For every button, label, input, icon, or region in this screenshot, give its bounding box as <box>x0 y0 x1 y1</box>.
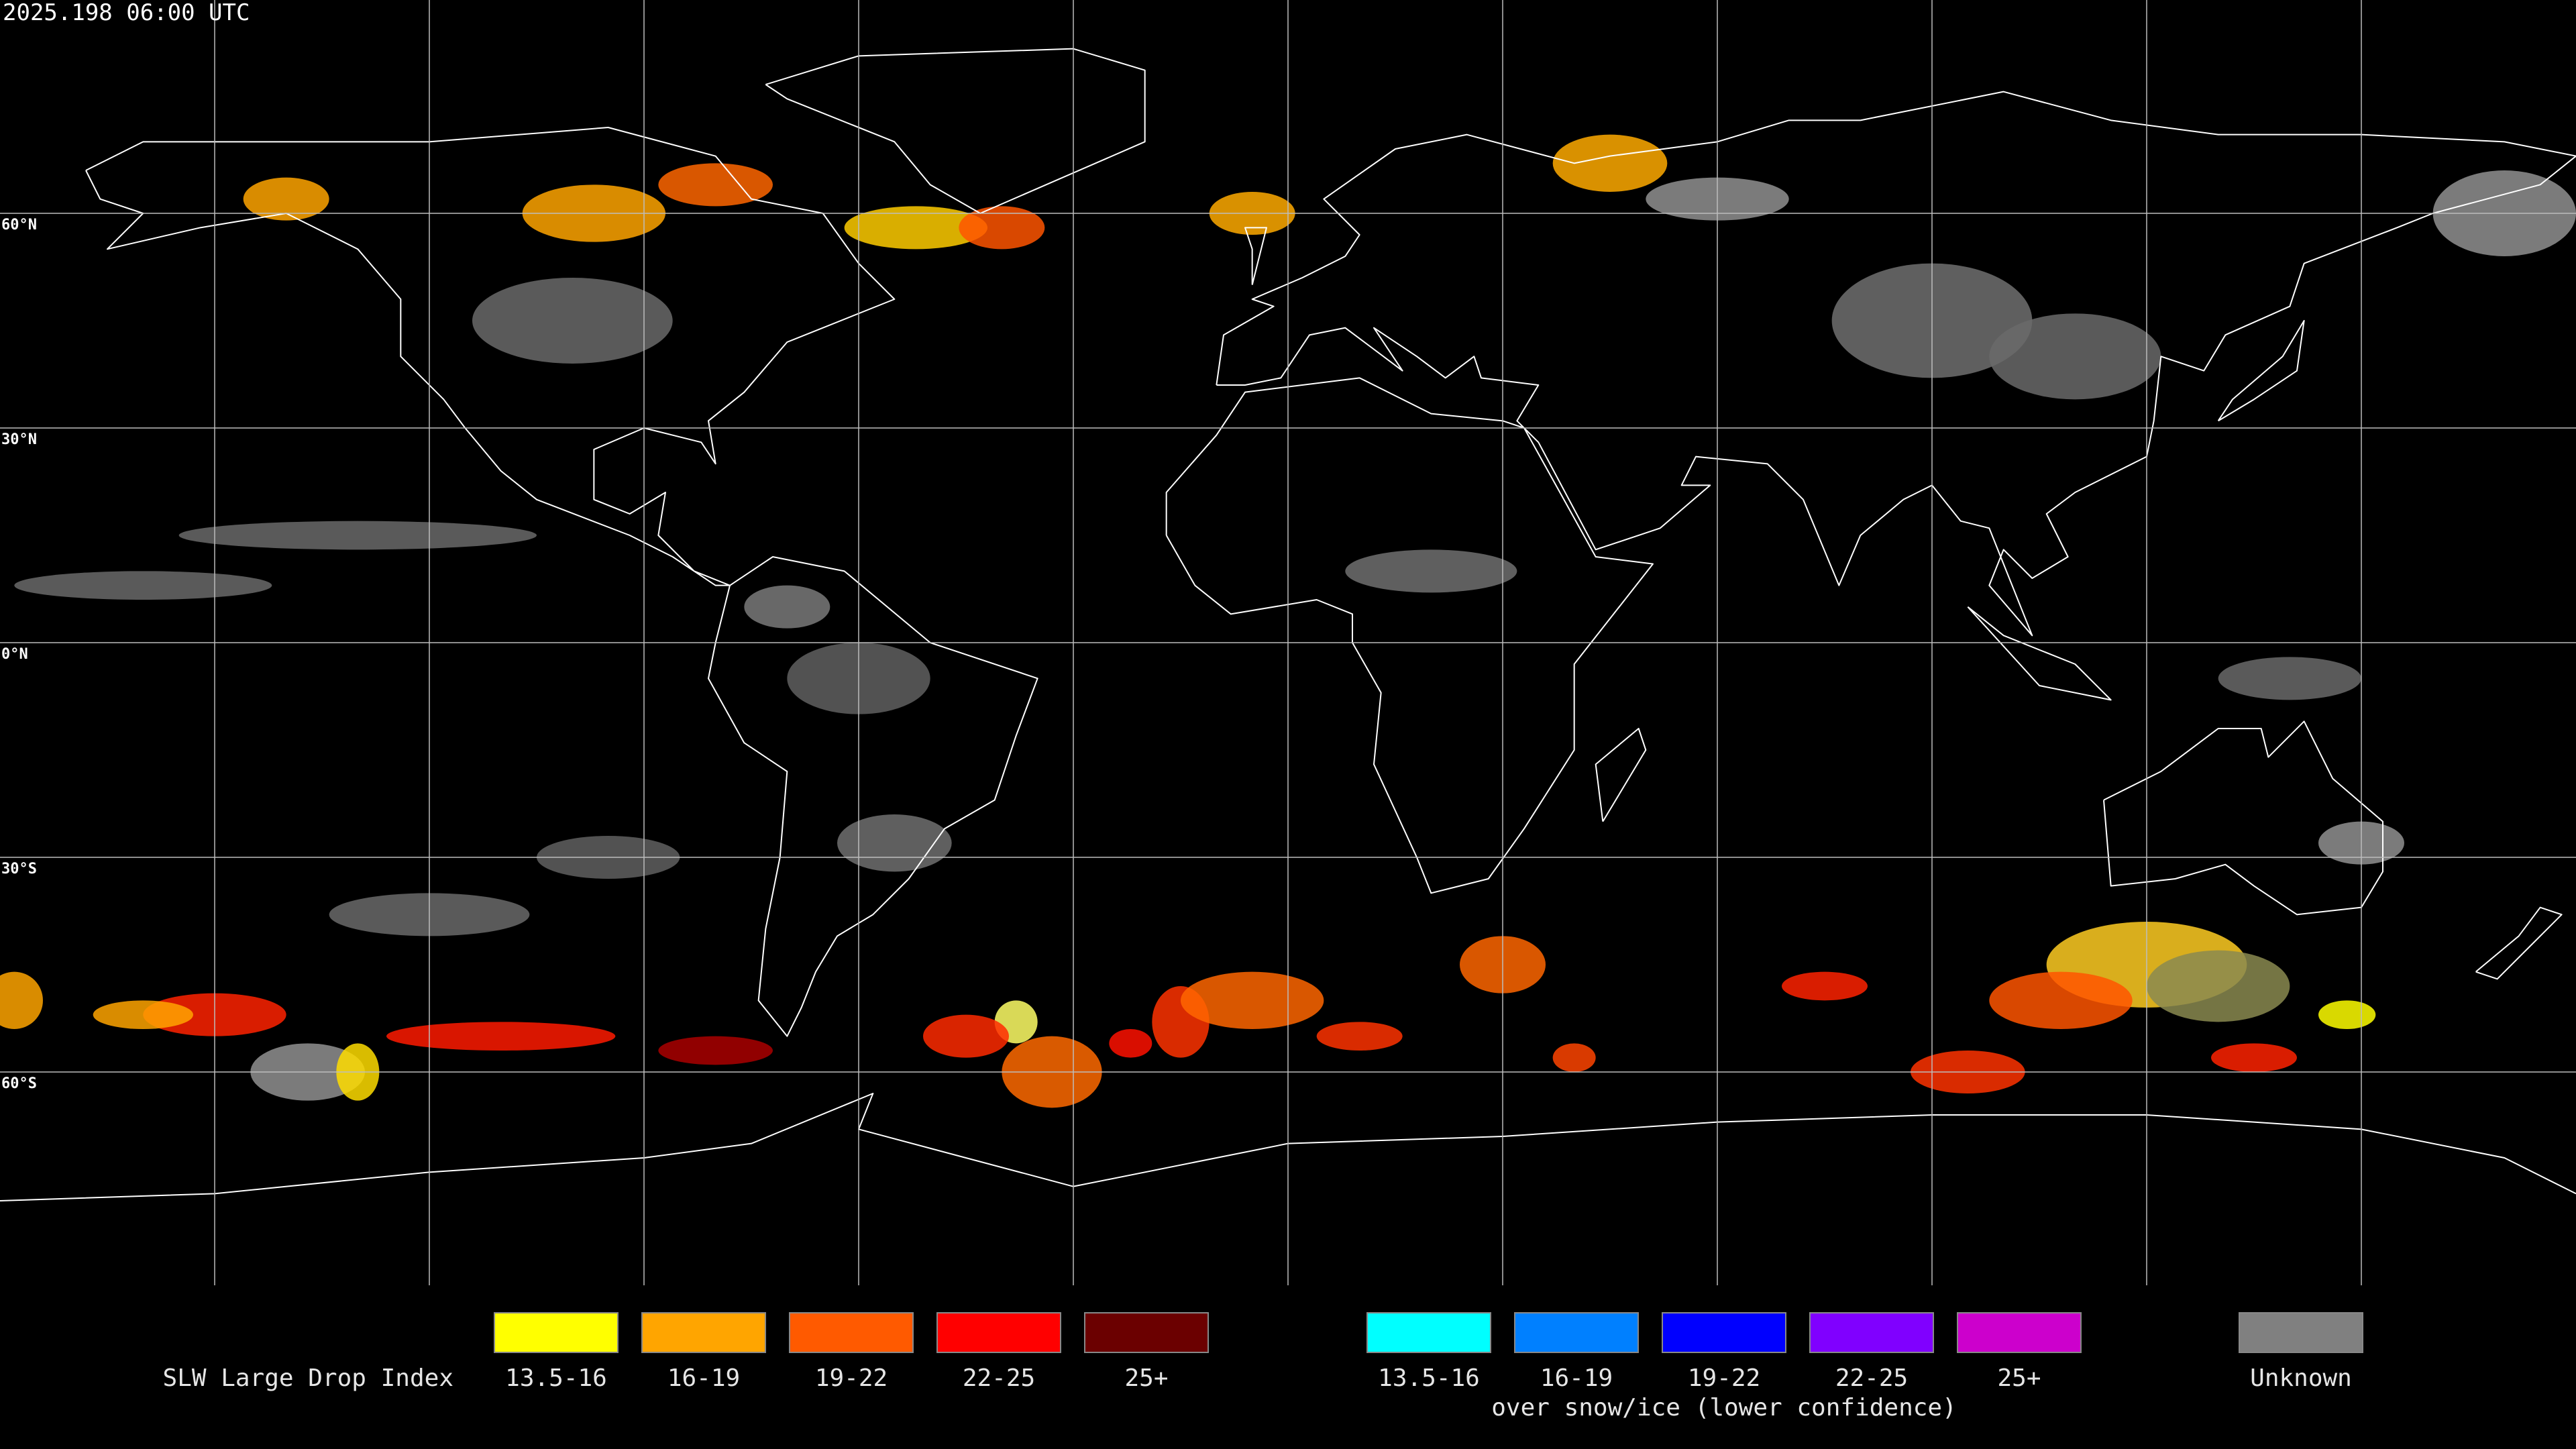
cloud-patch <box>178 521 537 550</box>
legend-swatch <box>936 1312 1061 1353</box>
legend-caption: over snow/ice (lower confidence) <box>1491 1394 1957 1421</box>
coastline <box>1967 606 2112 701</box>
latitude-label: 30°N <box>1 431 37 448</box>
latitude-label: 60°N <box>1 217 37 233</box>
legend-label: 22-25 <box>963 1364 1035 1392</box>
cloud-patch <box>922 1014 1010 1058</box>
cloud-patch <box>472 277 673 364</box>
legend-title: SLW Large Drop Index <box>163 1364 453 1392</box>
cloud-patch <box>1781 971 1868 1001</box>
legend-swatch <box>2239 1312 2363 1353</box>
coastline <box>1595 728 1647 822</box>
cloud-patch <box>386 1022 616 1051</box>
legend-label: 19-22 <box>1688 1364 1760 1392</box>
legend-label: 22-25 <box>1835 1364 1908 1392</box>
coastline <box>1216 91 2576 637</box>
cloud-patch <box>744 585 830 629</box>
legend-swatch <box>1809 1312 1934 1353</box>
legend-label: 25+ <box>1997 1364 2041 1392</box>
cloud-patch <box>1552 1043 1596 1073</box>
cloud-patch <box>1316 1022 1403 1051</box>
legend-label: 16-19 <box>1540 1364 1613 1392</box>
cloud-patch <box>658 163 773 207</box>
coastline <box>708 556 1038 1037</box>
timestamp: 2025.198 06:00 UTC <box>3 0 250 26</box>
cloud-patch <box>1552 134 1668 193</box>
latitude-label: 30°S <box>1 861 37 877</box>
legend-label: 25+ <box>1124 1364 1168 1392</box>
cloud-patch <box>658 1036 773 1065</box>
cloud-patch <box>2318 1000 2376 1030</box>
coastline <box>1165 377 1654 894</box>
legend-label: 13.5-16 <box>505 1364 607 1392</box>
cloud-patch <box>1989 971 2133 1030</box>
legend-swatch <box>1514 1312 1639 1353</box>
legend: SLW Large Drop Index 13.5-16 16-19 19-22 22… <box>163 1312 2363 1421</box>
cloud-patch <box>1989 313 2161 400</box>
coastline <box>85 127 896 586</box>
cloud-patch <box>1109 1028 1152 1058</box>
coastlines <box>0 48 2576 1201</box>
coastline <box>1244 227 1267 285</box>
legend-label: 19-22 <box>815 1364 888 1392</box>
coastline <box>2475 906 2563 980</box>
cloud-patch <box>1345 549 1517 593</box>
coastline <box>0 1093 2576 1201</box>
legend-swatch <box>1366 1312 1491 1353</box>
cloud-patch <box>0 971 43 1029</box>
legend-swatch <box>1084 1312 1209 1353</box>
legend-swatch <box>1662 1312 1786 1353</box>
latitude-label: 60°S <box>1 1075 37 1092</box>
graticule: 60°N 30°N 0°N 30°S 60°S <box>0 0 2576 1285</box>
cloud-patch <box>959 206 1045 250</box>
legend-label: 13.5-16 <box>1378 1364 1480 1392</box>
cloud-patch <box>243 177 329 221</box>
cloud-patch <box>2210 1043 2298 1073</box>
cloud-patch <box>93 1000 194 1030</box>
legend-swatch <box>789 1312 914 1353</box>
legend-label: Unknown <box>2250 1364 2352 1392</box>
cloud-patch <box>14 571 272 600</box>
cloud-patch <box>1180 971 1324 1030</box>
latitude-label: 0°N <box>1 646 28 663</box>
coastline <box>2103 720 2383 916</box>
coastline <box>765 48 1146 214</box>
legend-swatch <box>494 1312 619 1353</box>
coastline <box>2217 320 2305 422</box>
legend-label: 16-19 <box>667 1364 740 1392</box>
cloud-patch <box>2146 950 2290 1022</box>
cloud-patch <box>844 206 988 250</box>
legend-swatch <box>641 1312 766 1353</box>
legend-swatch <box>1957 1312 2082 1353</box>
cloud-patch <box>2218 657 2362 700</box>
